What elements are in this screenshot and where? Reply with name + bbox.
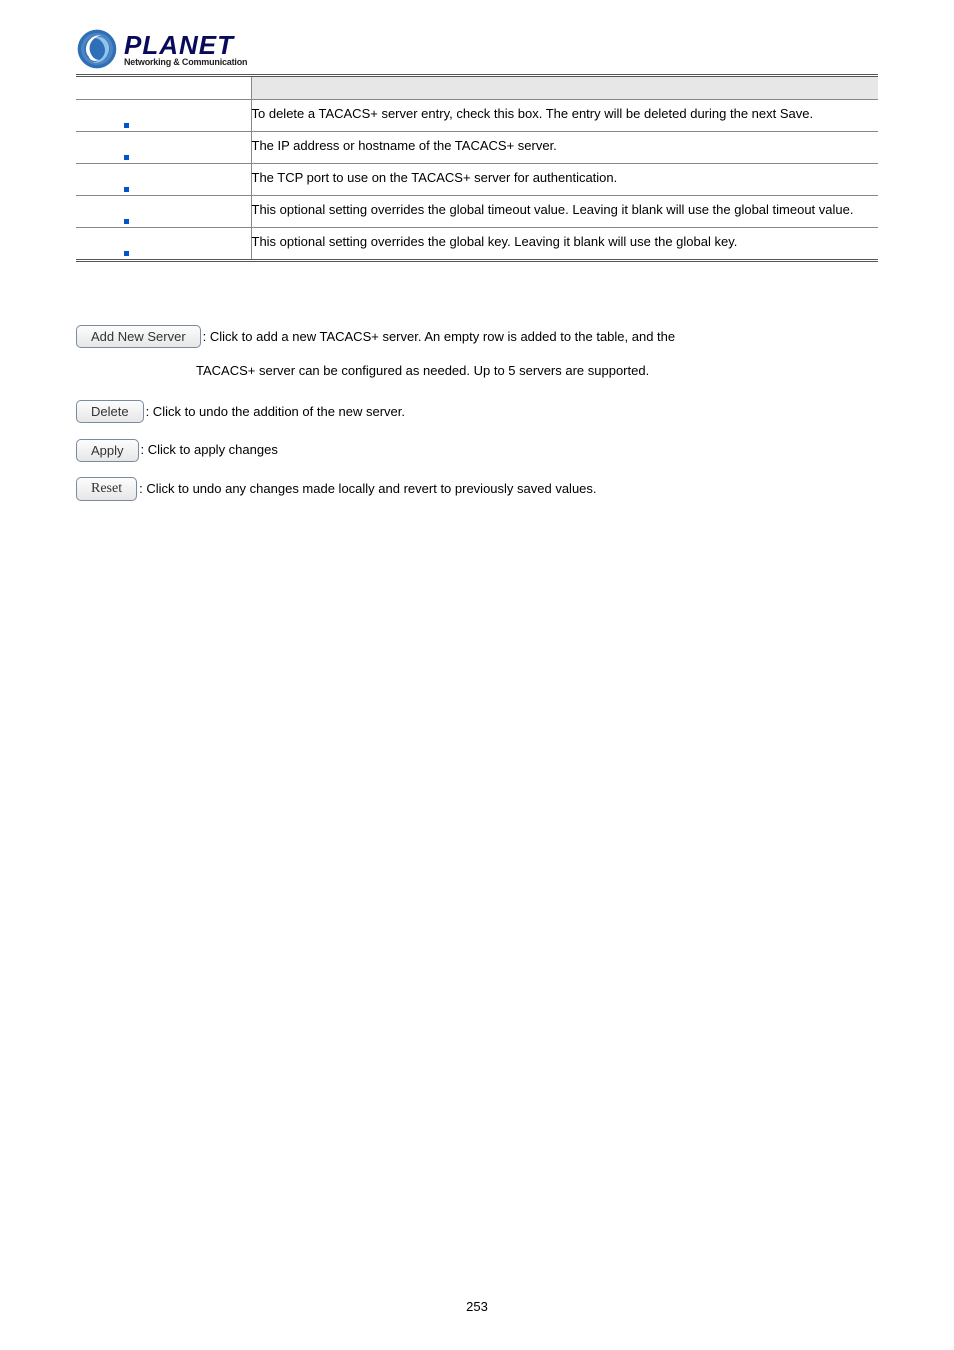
bullet-icon	[124, 187, 129, 192]
row-desc: To delete a TACACS+ server entry, check …	[251, 100, 878, 132]
add-new-server-button[interactable]: Add New Server	[76, 325, 201, 348]
table-row: The TCP port to use on the TACACS+ serve…	[76, 164, 878, 196]
add-button-desc-1: : Click to add a new TACACS+ server. An …	[203, 320, 675, 354]
delete-button[interactable]: Delete	[76, 400, 144, 423]
table-row: The IP address or hostname of the TACACS…	[76, 132, 878, 164]
bullet-icon	[124, 219, 129, 224]
row-desc: This optional setting overrides the glob…	[251, 228, 878, 261]
brand-logo: PLANET Networking & Communication	[76, 28, 878, 70]
apply-button[interactable]: Apply	[76, 439, 139, 462]
delete-button-desc: : Click to undo the addition of the new …	[146, 398, 405, 427]
row-desc: This optional setting overrides the glob…	[251, 196, 878, 228]
table-row: To delete a TACACS+ server entry, check …	[76, 100, 878, 132]
logo-swirl-icon	[76, 28, 118, 70]
table-header-row	[76, 76, 878, 100]
table-row: This optional setting overrides the glob…	[76, 228, 878, 261]
apply-button-desc: : Click to apply changes	[141, 436, 278, 465]
row-desc: The TCP port to use on the TACACS+ serve…	[251, 164, 878, 196]
row-desc: The IP address or hostname of the TACACS…	[251, 132, 878, 164]
reset-button[interactable]: Reset	[76, 477, 137, 501]
page-number: 253	[0, 1299, 954, 1314]
bullet-icon	[124, 155, 129, 160]
logo-tagline: Networking & Communication	[124, 58, 247, 67]
bullet-icon	[124, 251, 129, 256]
logo-brand-text: PLANET	[124, 32, 247, 58]
bullet-icon	[124, 123, 129, 128]
add-button-desc-2: TACACS+ server can be configured as need…	[76, 354, 649, 388]
reset-button-desc: : Click to undo any changes made locally…	[139, 475, 596, 504]
table-row: This optional setting overrides the glob…	[76, 196, 878, 228]
spec-table: To delete a TACACS+ server entry, check …	[76, 74, 878, 262]
